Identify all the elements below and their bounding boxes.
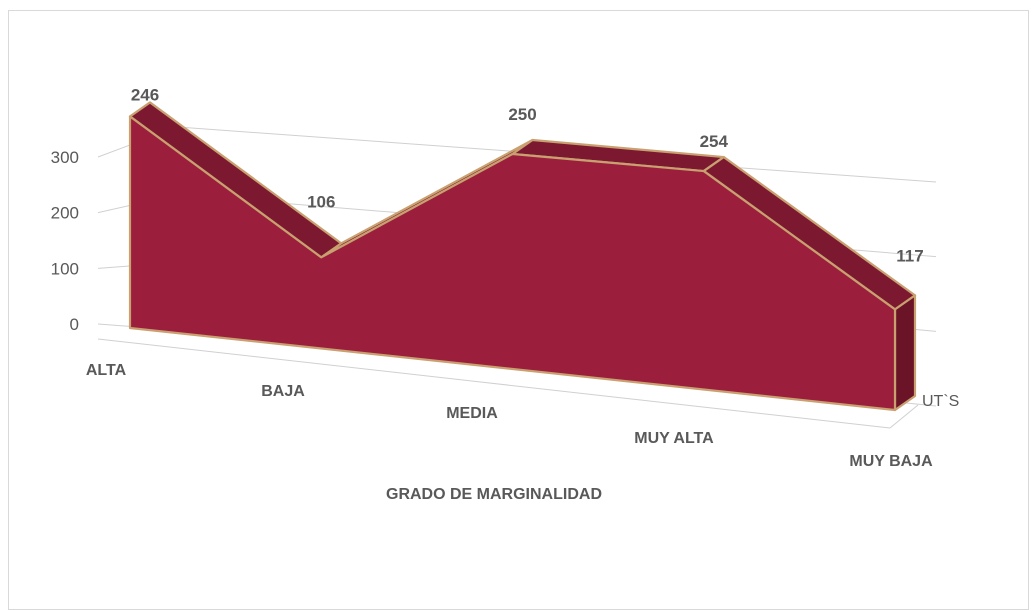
x-axis-line [97,338,891,429]
data-label: 106 [307,192,335,211]
area-front-face [128,115,897,412]
depth-axis-label: UT`S [922,393,959,410]
chart-svg: 0 100 200 300 246 106 250 254 117 ALTA BAJA MEDIA MU… [51,85,960,503]
x-tick-label: ALTA [86,362,127,379]
data-label: 254 [700,132,729,151]
y-tick-label: 100 [51,259,79,278]
data-label: 117 [896,246,923,265]
area-side-face [893,294,917,412]
y-tick-label: 200 [51,204,79,223]
x-tick-label: MUY ALTA [634,430,714,447]
data-label: 250 [508,105,536,124]
y-tick-label: 0 [70,315,79,334]
y-tick-label: 300 [51,148,79,167]
area-layer [128,101,917,412]
label-layer: 0 100 200 300 246 106 250 254 117 ALTA BAJA MEDIA MU… [51,85,960,503]
depth-axis-line [889,404,919,429]
x-tick-label: BAJA [261,383,305,400]
x-axis-title: GRADO DE MARGINALIDAD [386,486,602,503]
x-tick-label: MUY BAJA [849,453,933,470]
data-label: 246 [131,85,159,104]
x-tick-label: MEDIA [446,405,498,422]
